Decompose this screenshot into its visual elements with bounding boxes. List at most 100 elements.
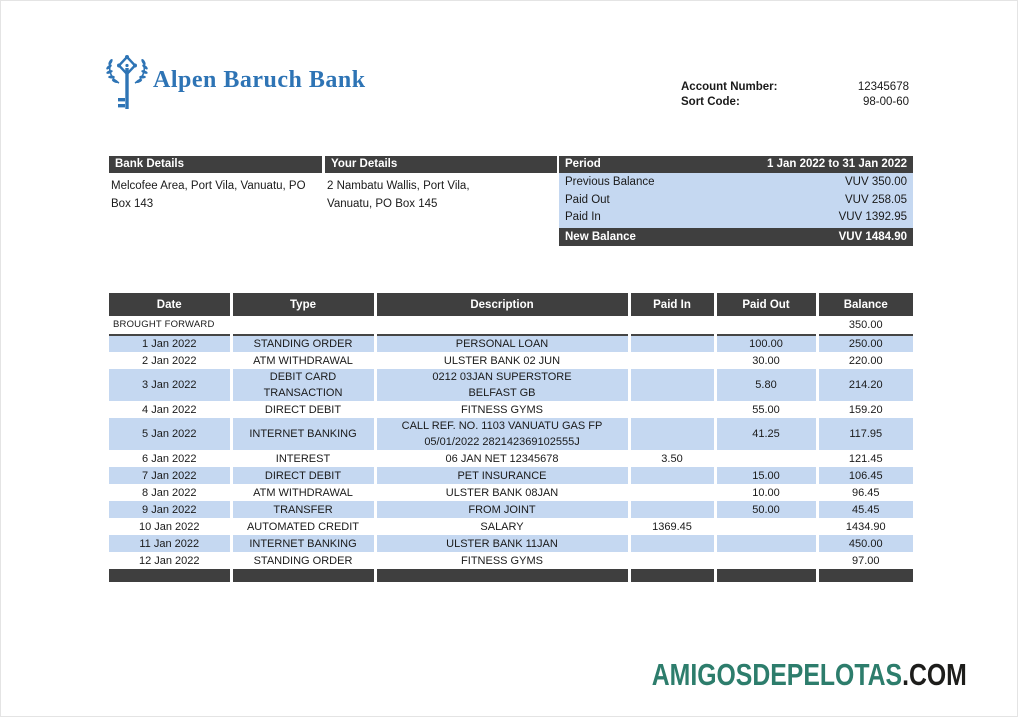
table-row: 1 Jan 2022 STANDING ORDER PERSONAL LOAN … (109, 335, 913, 352)
cell-date: 1 Jan 2022 (109, 335, 233, 352)
new-balance-value: VUV 1484.90 (838, 230, 907, 243)
cell-balance: 250.00 (817, 335, 913, 352)
cell-paid-in (629, 335, 717, 352)
cell-type: AUTOMATED CREDIT (231, 518, 377, 535)
period-label: Period (565, 158, 601, 170)
table-footer-row (109, 569, 913, 582)
cell-type: INTEREST (231, 450, 377, 467)
cell-type: INTERNET BANKING (231, 535, 377, 552)
period-summary-body: Previous Balance VUV 350.00 Paid Out VUV… (559, 173, 913, 228)
bank-name: Alpen Baruch Bank (153, 67, 366, 93)
bank-details-header: Bank Details (109, 156, 322, 173)
cell-balance: 106.45 (817, 467, 913, 484)
cell-paid-in: 1369.45 (629, 518, 717, 535)
cell-description: FITNESS GYMS (375, 401, 631, 418)
cell-description: 0212 03JAN SUPERSTORE BELFAST GB (375, 369, 631, 401)
cell-balance: 450.00 (817, 535, 913, 552)
summary-row-value: VUV 1392.95 (838, 211, 907, 223)
summary-row: Paid Out VUV 258.05 (559, 192, 913, 210)
cell-date: 5 Jan 2022 (109, 418, 233, 450)
your-details-section: Your Details 2 Nambatu Wallis, Port Vila… (325, 156, 557, 213)
cell-paid-in (629, 484, 717, 501)
cell-paid-in: 3.50 (629, 450, 717, 467)
cell-type: TRANSFER (231, 501, 377, 518)
bank-details-address: Melcofee Area, Port Vila, Vanuatu, PO Bo… (111, 180, 306, 210)
period-header: Period 1 Jan 2022 to 31 Jan 2022 (559, 156, 913, 173)
new-balance-label: New Balance (565, 230, 636, 243)
cell-description: FITNESS GYMS (375, 552, 631, 569)
new-balance-row: New Balance VUV 1484.90 (559, 227, 913, 246)
cell-date: 11 Jan 2022 (109, 535, 233, 552)
brought-forward-row: BROUGHT FORWARD 350.00 (109, 316, 913, 336)
cell-type: ATM WITHDRAWAL (231, 352, 377, 369)
cell-paid-in (629, 535, 717, 552)
cell-paid-out: 55.00 (715, 401, 819, 418)
cell-description: 06 JAN NET 12345678 (375, 450, 631, 467)
cell-balance: 159.20 (848, 403, 883, 416)
cell-type: STANDING ORDER (231, 335, 377, 352)
cell-date: 10 Jan 2022 (109, 518, 233, 535)
cell-paid-in (629, 501, 717, 518)
table-row: 4 Jan 2022 DIRECT DEBIT FITNESS GYMS 55.… (109, 401, 913, 418)
cell-paid-out: 100.00 (715, 335, 819, 352)
cell-type: INTERNET BANKING (231, 418, 377, 450)
table-row: 10 Jan 2022 AUTOMATED CREDIT SALARY 1369… (109, 518, 913, 535)
cell-type: DEBIT CARD TRANSACTION (231, 369, 377, 401)
period-summary-box: Period 1 Jan 2022 to 31 Jan 2022 Previou… (559, 156, 913, 246)
cell-balance: 220.00 (848, 354, 883, 367)
cell-description: ULSTER BANK 11JAN (375, 535, 631, 552)
table-row: 9 Jan 2022 TRANSFER FROM JOINT 50.00 45.… (109, 501, 913, 518)
cell-type: STANDING ORDER (231, 552, 377, 569)
col-header-date: Date (109, 293, 233, 316)
cell-description: PERSONAL LOAN (375, 335, 631, 352)
transactions-table: Date Type Description Paid In Paid Out B… (109, 293, 913, 582)
sort-code-label: Sort Code: (681, 96, 740, 108)
cell-balance: 121.45 (848, 452, 883, 465)
cell-paid-in (629, 369, 717, 401)
summary-row: Paid In VUV 1392.95 (559, 209, 913, 227)
summary-row-value: VUV 258.05 (844, 193, 907, 206)
account-number-label: Account Number: (681, 81, 778, 93)
summary-row-value: VUV 350.00 (844, 176, 907, 188)
cell-paid-out (715, 518, 819, 535)
col-header-balance: Balance (817, 293, 913, 316)
account-number-row: Account Number: 12345678 (681, 80, 909, 95)
cell-paid-out: 15.00 (715, 467, 819, 484)
cell-date: 2 Jan 2022 (109, 352, 233, 369)
your-details-address: 2 Nambatu Wallis, Port Vila, Vanuatu, PO… (327, 180, 470, 210)
sort-code-value: 98-00-60 (862, 96, 909, 108)
cell-description: FROM JOINT (375, 501, 631, 518)
cell-type: ATM WITHDRAWAL (231, 484, 377, 501)
summary-row-label: Previous Balance (565, 176, 655, 188)
cell-date: 9 Jan 2022 (109, 501, 233, 518)
cell-balance: 45.45 (817, 501, 913, 518)
table-header-row: Date Type Description Paid In Paid Out B… (109, 293, 913, 316)
cell-date: 8 Jan 2022 (109, 484, 233, 501)
summary-row-label: Paid In (565, 211, 601, 223)
col-header-paid-out: Paid Out (715, 293, 819, 316)
cell-date: 3 Jan 2022 (109, 369, 233, 401)
cell-date: 4 Jan 2022 (109, 401, 233, 418)
cell-balance: 1434.90 (845, 520, 886, 533)
cell-paid-out: 50.00 (715, 501, 819, 518)
cell-paid-out (715, 552, 819, 569)
table-row: 2 Jan 2022 ATM WITHDRAWAL ULSTER BANK 02… (109, 352, 913, 369)
account-info: Account Number: 12345678 Sort Code: 98-0… (681, 80, 909, 110)
cell-balance: 96.45 (851, 486, 880, 499)
site-watermark: AMIGOSDEPELOTAS.COM (652, 657, 967, 693)
cell-description: ULSTER BANK 02 JUN (375, 352, 631, 369)
cell-balance: 97.00 (851, 554, 880, 567)
cell-date: 12 Jan 2022 (109, 552, 233, 569)
cell-paid-in (629, 552, 717, 569)
account-number-value: 12345678 (857, 81, 909, 93)
col-header-paid-in: Paid In (629, 293, 717, 316)
cell-paid-in (629, 418, 717, 450)
watermark-suffix: .COM (902, 657, 967, 692)
bank-logo-key-icon (106, 55, 148, 109)
cell-balance: 214.20 (817, 369, 913, 401)
cell-date: 6 Jan 2022 (109, 450, 233, 467)
table-row: 8 Jan 2022 ATM WITHDRAWAL ULSTER BANK 08… (109, 484, 913, 501)
col-header-type: Type (231, 293, 377, 316)
cell-paid-out (715, 535, 819, 552)
